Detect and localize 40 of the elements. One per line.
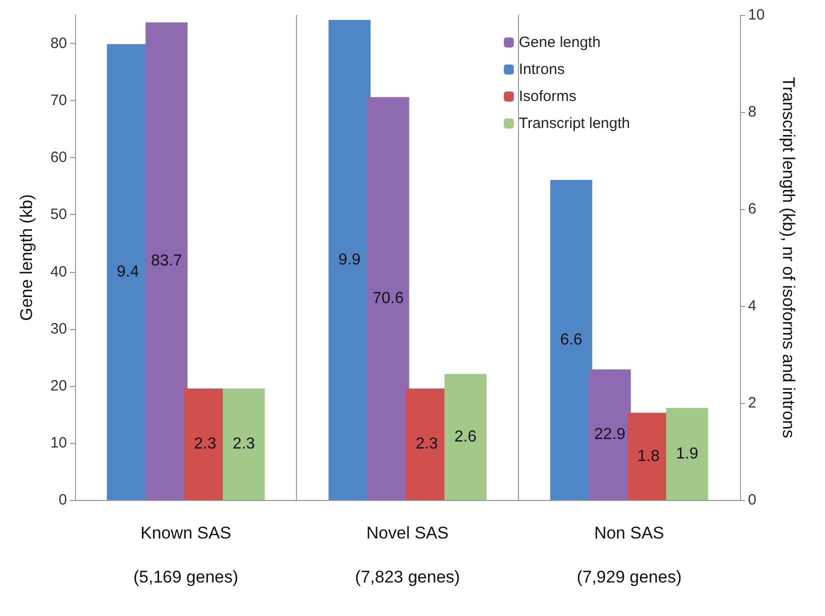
bar — [666, 408, 708, 500]
y-tick-label: 30 — [50, 320, 67, 338]
y-tick-label: 70 — [50, 92, 67, 110]
data-label: 9.4 — [116, 264, 140, 281]
y2-tick-label: 8 — [748, 104, 756, 120]
bar — [444, 374, 486, 500]
category-label: Known SAS (5,169 genes) — [133, 524, 238, 586]
data-label: 9.9 — [338, 251, 361, 268]
bar — [550, 180, 592, 500]
y-tick-label: 10 — [50, 434, 67, 452]
legend-label: Gene length — [518, 34, 601, 51]
y2-axis-title: Transcript length (kb), nr of isoforms and introns — [779, 76, 798, 438]
y-axis-title: Gene length (kb) — [17, 194, 36, 321]
bar — [222, 388, 265, 500]
data-label: 2.3 — [194, 436, 216, 453]
data-label: 70.6 — [372, 290, 404, 308]
data-label: 2.6 — [454, 428, 477, 446]
data-label: 22.9 — [594, 426, 626, 444]
y-tick-label: 80 — [50, 35, 67, 52]
y2-tick-label: 0 — [748, 492, 756, 508]
y-tick-label: 60 — [50, 149, 67, 166]
y-tick-label: 50 — [50, 206, 67, 224]
data-label: 2.3 — [232, 436, 256, 453]
y2-tick-label: 4 — [748, 298, 756, 314]
y2-tick-label: 6 — [748, 200, 756, 218]
legend-label: Isoforms — [518, 88, 576, 105]
data-label: 6.6 — [560, 331, 582, 348]
y-tick-label: 0 — [58, 492, 67, 508]
y2-tick-label: 10 — [748, 6, 765, 24]
data-label: 2.3 — [416, 436, 438, 453]
legend-label: Introns — [518, 61, 565, 78]
category-label: Non SAS (7,929 genes) — [576, 524, 682, 586]
y-tick-label: 20 — [50, 377, 67, 394]
y-tick-label: 40 — [50, 263, 67, 280]
data-label: 1.9 — [676, 445, 698, 462]
category-label: Novel SAS (7,823 genes) — [355, 524, 460, 586]
data-label: 83.7 — [150, 252, 182, 270]
data-label: 1.8 — [637, 448, 660, 465]
legend-label: Transcript length — [518, 115, 630, 132]
y2-tick-label: 2 — [748, 394, 756, 412]
